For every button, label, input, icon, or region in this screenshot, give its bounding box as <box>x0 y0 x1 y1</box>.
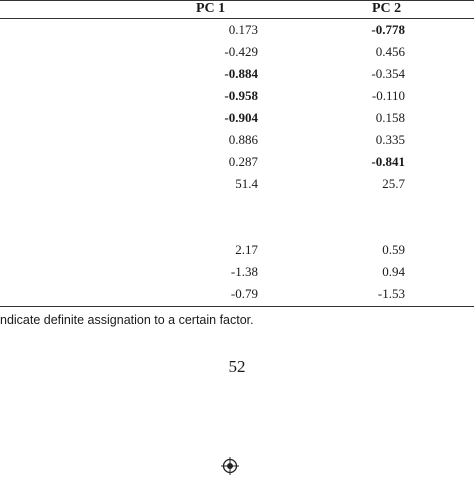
pc1-value: 2.17 <box>235 242 258 257</box>
pc1-value: -0.904 <box>224 110 258 125</box>
pc1-value: -0.884 <box>224 66 258 81</box>
table-row: 0.886 0.335 <box>0 132 474 153</box>
pc1-value: 0.886 <box>228 132 258 147</box>
pc2-value: -1.53 <box>377 286 405 301</box>
pc2-value: 0.158 <box>375 110 405 125</box>
pc1-value: -0.79 <box>230 286 258 301</box>
column-header-pc1: PC 1 <box>196 1 226 16</box>
header-rule <box>0 18 474 19</box>
pc1-value: 0.287 <box>228 154 258 169</box>
crosshair-target-icon <box>221 457 239 480</box>
pc2-value: 0.335 <box>375 132 405 147</box>
pc2-value: 0.94 <box>382 264 405 279</box>
table-row: -0.958 -0.110 <box>0 88 474 109</box>
page-number: 52 <box>228 357 246 376</box>
table-row: 0.287 -0.841 <box>0 154 474 175</box>
table-row: 0.173 -0.778 <box>0 22 474 43</box>
table-top-rule <box>0 0 474 1</box>
pc2-value: -0.841 <box>371 154 405 169</box>
pc2-value: -0.110 <box>371 88 405 103</box>
table-row: -0.429 0.456 <box>0 44 474 65</box>
pc2-value: 0.456 <box>375 44 405 59</box>
pc1-value: -0.429 <box>224 44 258 59</box>
pc2-value: -0.354 <box>371 66 405 81</box>
pc2-value: 0.59 <box>382 242 405 257</box>
pc2-value: 25.7 <box>382 176 405 191</box>
table-row: 2.17 0.59 <box>0 242 474 263</box>
column-header-pc2: PC 2 <box>372 1 402 16</box>
table-row: -1.38 0.94 <box>0 264 474 285</box>
pc1-value: 51.4 <box>235 176 258 191</box>
table-footnote: ndicate definite assignation to a certai… <box>0 313 254 327</box>
pc1-value: 0.173 <box>228 22 258 37</box>
table-row: -0.904 0.158 <box>0 110 474 131</box>
pc1-value: -0.958 <box>224 88 258 103</box>
pc1-value: -1.38 <box>230 264 258 279</box>
table-row: -0.79 -1.53 <box>0 286 474 307</box>
table-row: 51.4 25.7 <box>0 176 474 197</box>
table-row: -0.884 -0.354 <box>0 66 474 87</box>
pc2-value: -0.778 <box>371 22 405 37</box>
table-bottom-rule <box>0 306 474 307</box>
